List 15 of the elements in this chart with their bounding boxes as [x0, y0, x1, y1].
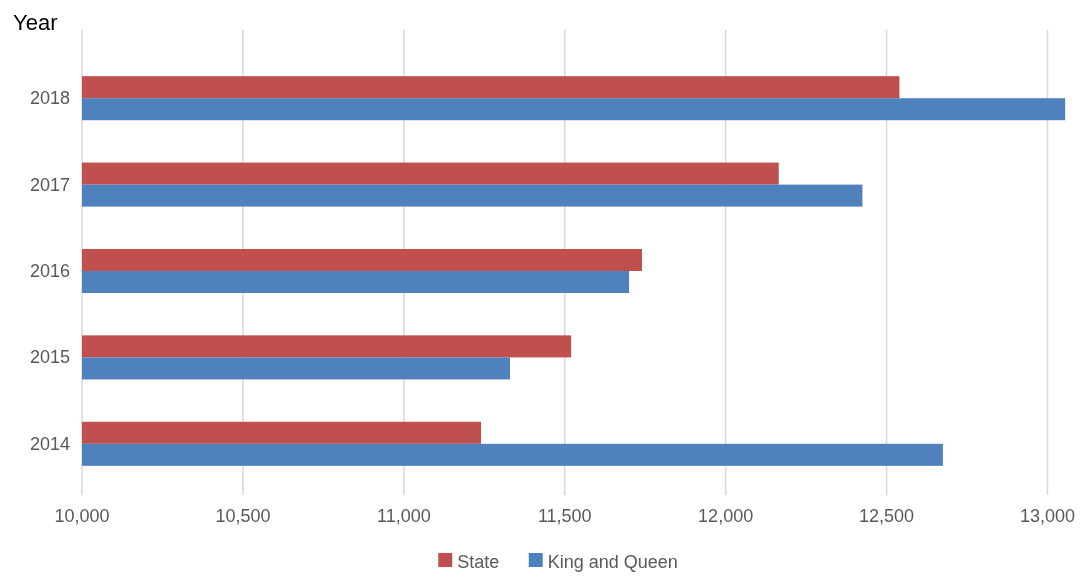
x-tick-label: 12,500: [859, 506, 915, 526]
y-axis-title: Year: [13, 10, 58, 35]
y-tick-label: 2015: [29, 347, 70, 368]
x-tick-label: 11,000: [376, 506, 431, 526]
legend-label: King and Queen: [547, 552, 678, 572]
x-tick-label: 11,500: [537, 506, 592, 526]
legend-label: State: [457, 552, 500, 572]
y-tick-label: 2014: [29, 433, 70, 454]
y-tick-label: 2017: [29, 174, 70, 195]
y-tick-label: 2016: [29, 261, 70, 281]
x-tick-label: 12,000: [698, 506, 754, 526]
y-tick-label: 2018: [29, 88, 70, 109]
x-tick-label: 10,500: [215, 506, 271, 526]
x-tick-label: 10,000: [54, 506, 110, 526]
x-tick-label: 13,000: [1019, 506, 1075, 526]
